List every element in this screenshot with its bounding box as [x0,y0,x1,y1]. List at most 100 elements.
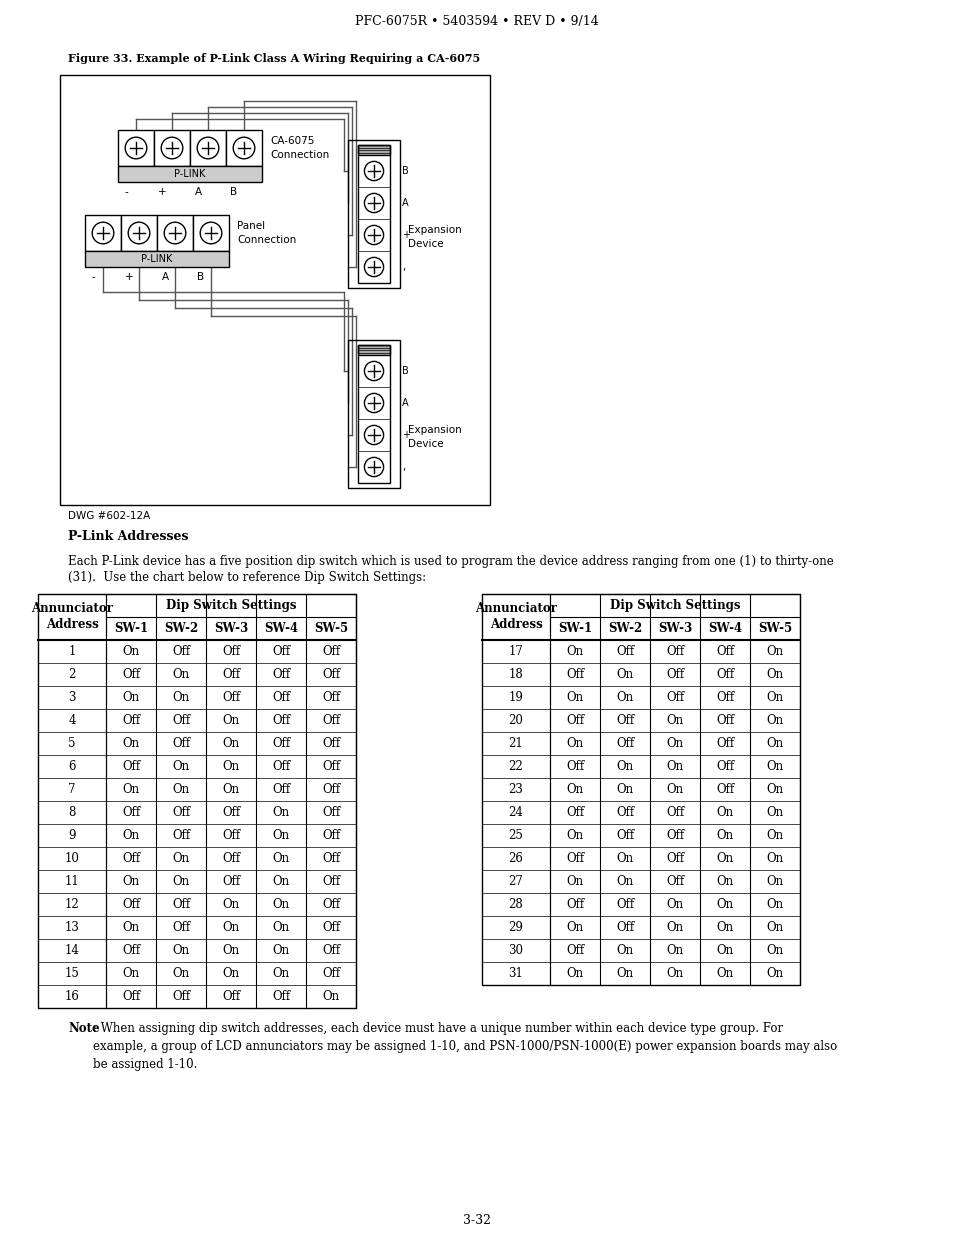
Text: 22: 22 [508,760,523,773]
Circle shape [364,394,383,412]
Text: Off: Off [565,668,583,680]
Text: On: On [616,760,633,773]
Text: On: On [616,668,633,680]
Text: CA-6075
Connection: CA-6075 Connection [270,136,329,159]
Text: +: + [157,186,166,198]
Text: On: On [716,967,733,981]
Bar [118,130,153,165]
Text: Off: Off [172,714,190,727]
Text: Off: Off [172,645,190,658]
Text: On: On [666,967,683,981]
Text: Off: Off [715,692,733,704]
Text: On: On [172,852,190,864]
Text: On: On [172,967,190,981]
Text: B: B [401,165,408,177]
Text: On: On [566,967,583,981]
Text: On: On [122,829,139,842]
Text: 27: 27 [508,876,523,888]
Bar [85,215,121,251]
Text: Off: Off [616,898,634,911]
Text: Off: Off [321,806,339,819]
Text: On: On [765,668,782,680]
Bar [193,215,229,251]
Text: P-Link Addresses: P-Link Addresses [68,531,189,543]
Text: Off: Off [122,898,140,911]
Bar [348,140,399,288]
Text: On: On [322,990,339,1003]
Text: Off: Off [715,714,733,727]
Text: Off: Off [272,692,290,704]
Text: On: On [122,692,139,704]
Text: On: On [765,806,782,819]
Text: On: On [222,944,239,957]
Text: Off: Off [321,760,339,773]
Text: On: On [566,737,583,750]
Text: Off: Off [616,737,634,750]
Text: Off: Off [616,806,634,819]
Text: Off: Off [321,692,339,704]
Text: 10: 10 [65,852,79,864]
Circle shape [364,194,383,212]
Text: On: On [222,783,239,797]
Text: On: On [716,829,733,842]
Text: Off: Off [222,876,240,888]
Circle shape [125,137,147,159]
Text: On: On [716,852,733,864]
Text: 30: 30 [508,944,523,957]
Text: 18: 18 [508,668,523,680]
Text: -: - [124,186,128,198]
Text: SW-3: SW-3 [658,622,691,635]
Text: Off: Off [222,668,240,680]
Text: On: On [666,921,683,934]
Text: Off: Off [321,967,339,981]
Text: Off: Off [565,806,583,819]
Text: B: B [231,186,237,198]
Text: A: A [161,272,169,282]
Text: On: On [273,876,290,888]
Text: Off: Off [321,737,339,750]
Text: On: On [566,645,583,658]
Circle shape [128,222,150,243]
Text: 24: 24 [508,806,523,819]
Text: A: A [401,398,408,408]
Circle shape [197,137,218,159]
Text: On: On [566,692,583,704]
Text: On: On [765,921,782,934]
Text: Off: Off [715,783,733,797]
Text: On: On [273,852,290,864]
Text: On: On [616,852,633,864]
Text: On: On [222,714,239,727]
Text: Off: Off [172,806,190,819]
Text: Off: Off [222,806,240,819]
Text: Off: Off [172,829,190,842]
Text: On: On [666,714,683,727]
Text: 1: 1 [69,645,75,658]
Text: Off: Off [272,990,290,1003]
Text: On: On [273,921,290,934]
Text: Each P-Link device has a five position dip switch which is used to program the d: Each P-Link device has a five position d… [68,555,833,568]
Text: 6: 6 [69,760,75,773]
Text: Off: Off [565,852,583,864]
Text: Off: Off [565,714,583,727]
Text: Annunciator
Address: Annunciator Address [475,603,557,631]
Text: Off: Off [321,668,339,680]
Text: 28: 28 [508,898,523,911]
Text: P-LINK: P-LINK [174,169,206,179]
Text: Off: Off [272,760,290,773]
Text: Off: Off [321,714,339,727]
Text: Off: Off [122,944,140,957]
Text: 3: 3 [69,692,75,704]
Text: 19: 19 [508,692,523,704]
Text: SW-1: SW-1 [113,622,148,635]
Text: 13: 13 [65,921,79,934]
Text: On: On [616,967,633,981]
Text: Off: Off [172,990,190,1003]
Text: B: B [197,272,204,282]
Bar [357,144,390,283]
Bar [60,75,490,505]
Bar [157,215,193,251]
Bar [348,340,399,488]
Text: SW-4: SW-4 [707,622,741,635]
Text: Off: Off [715,737,733,750]
Text: On: On [666,760,683,773]
